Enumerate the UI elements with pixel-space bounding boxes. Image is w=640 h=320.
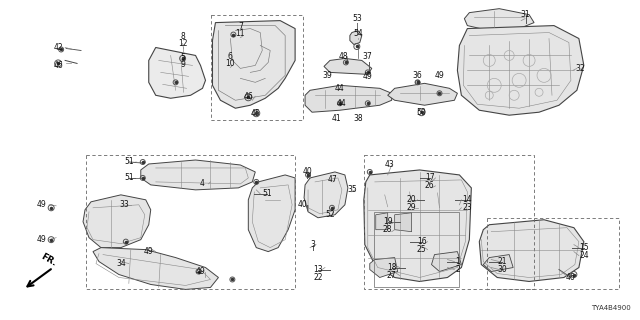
- Bar: [487, 218, 619, 289]
- Text: 7: 7: [238, 22, 243, 31]
- Text: TYA4B4900: TYA4B4900: [591, 305, 630, 311]
- Bar: [86, 155, 295, 289]
- Text: 40: 40: [302, 167, 312, 176]
- Text: 54: 54: [353, 29, 363, 38]
- Text: 43: 43: [385, 160, 395, 170]
- Text: 16: 16: [417, 237, 426, 246]
- Text: 48: 48: [339, 52, 349, 61]
- Text: 34: 34: [116, 259, 125, 268]
- Text: 37: 37: [362, 52, 372, 61]
- Text: 49: 49: [196, 267, 205, 276]
- Text: 45: 45: [250, 109, 260, 118]
- Bar: [211, 15, 303, 120]
- Polygon shape: [141, 160, 255, 190]
- Polygon shape: [212, 20, 295, 108]
- Text: FR.: FR.: [39, 252, 58, 268]
- Text: 15: 15: [579, 243, 589, 252]
- Text: 29: 29: [407, 203, 417, 212]
- Text: 44: 44: [335, 84, 345, 93]
- Text: 10: 10: [225, 59, 236, 68]
- Text: 20: 20: [407, 195, 417, 204]
- Polygon shape: [248, 175, 295, 252]
- Text: 46: 46: [53, 61, 63, 70]
- Text: 33: 33: [119, 200, 129, 209]
- Text: 35: 35: [347, 185, 356, 194]
- Text: 26: 26: [425, 181, 435, 190]
- Polygon shape: [431, 252, 461, 271]
- Text: 36: 36: [413, 71, 422, 80]
- Text: 31: 31: [520, 10, 530, 19]
- Text: 49: 49: [144, 247, 154, 256]
- Polygon shape: [388, 83, 458, 105]
- Text: 2: 2: [455, 265, 460, 274]
- Polygon shape: [305, 85, 392, 112]
- Polygon shape: [370, 258, 397, 277]
- Bar: [364, 155, 534, 289]
- Text: 28: 28: [383, 225, 392, 234]
- Polygon shape: [364, 170, 471, 282]
- Polygon shape: [483, 255, 513, 271]
- Polygon shape: [458, 26, 584, 115]
- Text: 18: 18: [387, 263, 396, 272]
- Polygon shape: [395, 213, 412, 232]
- Text: 21: 21: [497, 257, 507, 266]
- Polygon shape: [148, 47, 205, 98]
- Text: 41: 41: [332, 114, 342, 123]
- Text: 1: 1: [455, 257, 460, 266]
- Text: 51: 51: [262, 189, 272, 198]
- Text: 51: 51: [124, 173, 134, 182]
- Polygon shape: [376, 213, 388, 230]
- Polygon shape: [83, 195, 151, 248]
- Text: 49: 49: [435, 71, 444, 80]
- Polygon shape: [479, 220, 584, 282]
- Text: 5: 5: [180, 53, 185, 62]
- Text: 9: 9: [180, 60, 185, 69]
- Text: 49: 49: [363, 72, 372, 81]
- Text: 25: 25: [417, 245, 426, 254]
- Text: 4: 4: [200, 180, 205, 188]
- Text: 24: 24: [579, 251, 589, 260]
- Text: 49: 49: [36, 235, 46, 244]
- Text: 53: 53: [352, 14, 362, 23]
- Text: 19: 19: [383, 217, 392, 226]
- Text: 38: 38: [353, 114, 363, 123]
- Text: 32: 32: [575, 64, 585, 73]
- Polygon shape: [465, 9, 534, 31]
- Text: 12: 12: [178, 39, 188, 48]
- Polygon shape: [350, 31, 362, 44]
- Text: 27: 27: [387, 271, 397, 280]
- Text: 49: 49: [36, 200, 46, 209]
- Text: 30: 30: [497, 265, 507, 274]
- Polygon shape: [324, 59, 372, 74]
- Text: 46: 46: [566, 273, 576, 282]
- Text: 8: 8: [180, 32, 185, 41]
- Bar: [374, 212, 460, 287]
- Polygon shape: [93, 248, 218, 289]
- Text: 42: 42: [53, 43, 63, 52]
- Text: 39: 39: [322, 71, 332, 80]
- Text: 46: 46: [243, 92, 253, 101]
- Text: 47: 47: [328, 175, 338, 184]
- Text: 44: 44: [337, 99, 347, 108]
- Text: 51: 51: [124, 157, 134, 166]
- Text: 50: 50: [417, 108, 426, 117]
- Text: 14: 14: [463, 195, 472, 204]
- Text: 11: 11: [236, 29, 245, 38]
- Polygon shape: [304, 172, 348, 218]
- Text: 40: 40: [297, 200, 307, 209]
- Text: 22: 22: [313, 273, 323, 282]
- Text: 23: 23: [463, 203, 472, 212]
- Text: 13: 13: [313, 265, 323, 274]
- Text: 6: 6: [228, 52, 233, 61]
- Text: 3: 3: [310, 240, 316, 249]
- Text: 52: 52: [325, 210, 335, 219]
- Text: 17: 17: [425, 173, 435, 182]
